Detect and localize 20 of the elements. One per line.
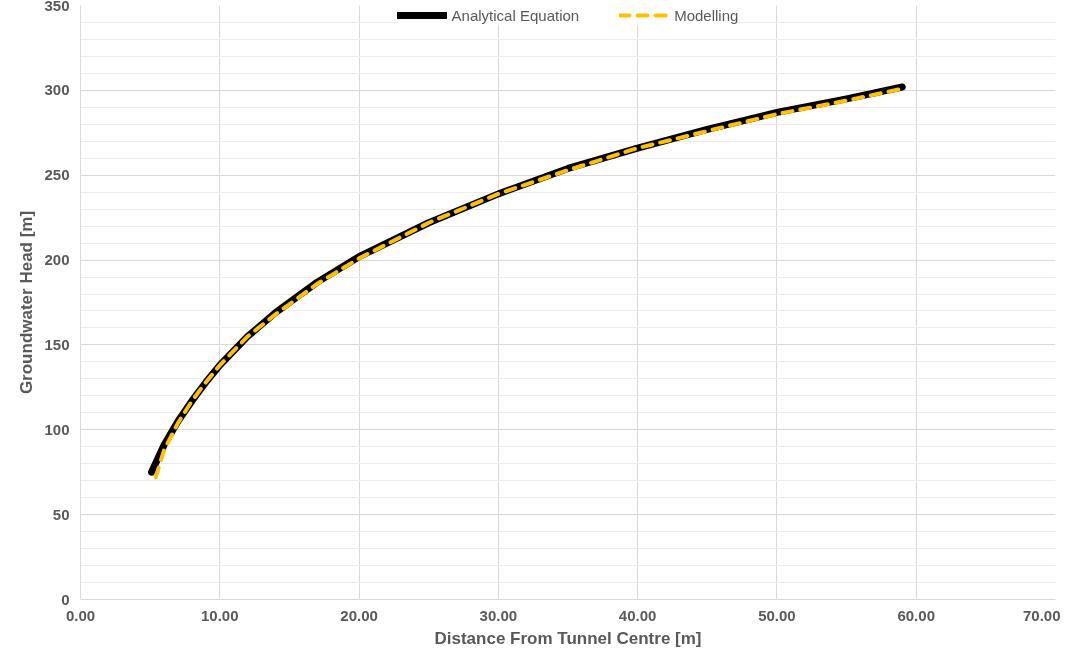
y-tick-label: 0 [61,590,70,608]
y-tick-label: 200 [44,251,70,269]
x-tick-label: 70.00 [1022,606,1061,624]
y-tick-label: 150 [44,335,70,353]
x-axis-title: Distance From Tunnel Centre [m] [434,628,702,648]
x-tick-label: 30.00 [479,606,518,624]
x-tick-label: 20.00 [340,606,378,624]
y-tick-label: 100 [44,420,70,438]
y-tick-label: 300 [44,81,70,99]
x-tick-label: 60.00 [897,606,935,624]
y-tick-label: 250 [44,166,70,184]
y-axis-title: Groundwater Head [m] [17,210,37,395]
x-tick-label: 0.00 [65,606,96,624]
y-tick-label: 50 [52,505,70,523]
legend-label: Analytical Equation [451,6,580,24]
legend-label: Modelling [674,6,739,24]
x-tick-label: 40.00 [618,606,657,624]
y-tick-label: 350 [44,0,70,14]
x-tick-label: 50.00 [758,606,796,624]
x-tick-label: 10.00 [201,606,239,624]
